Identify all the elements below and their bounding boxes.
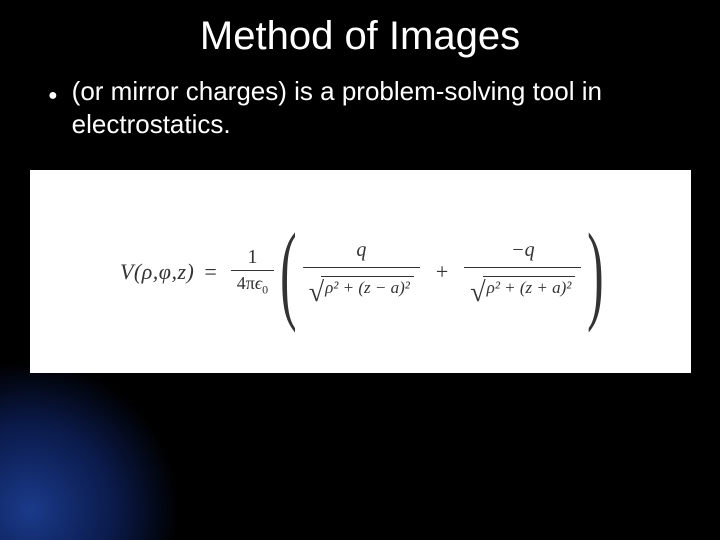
bullet-item: ● (or mirror charges) is a problem-solvi… [28,75,692,140]
term1-numerator: q [350,238,372,267]
eq-term2: −q √ ρ² + (z + a)² [460,238,585,306]
coef-4pi: 4π [237,273,255,293]
coef-denominator: 4πϵ0 [231,270,274,299]
left-paren: ( [280,217,296,327]
eq-lhs: V(ρ,φ,z) [120,259,194,285]
equation-card: V(ρ,φ,z) = 1 4πϵ0 ( q √ ρ² + (z − a)² [30,170,691,373]
eq-term1: q √ ρ² + (z − a)² [299,238,424,306]
term1-denominator: √ ρ² + (z − a)² [303,267,420,306]
coef-numerator: 1 [241,245,263,270]
term2-denominator: √ ρ² + (z + a)² [464,267,581,306]
right-paren: ) [587,217,603,327]
term2-q: −q [511,239,535,261]
term1-radicand: ρ² + (z − a)² [321,276,414,298]
term1-radical-icon: √ [309,279,324,307]
eq-sign: = [200,259,220,285]
slide-title: Method of Images [28,14,692,59]
coef-sub0: 0 [262,282,268,296]
term1-sqrt: √ ρ² + (z − a)² [309,276,414,304]
eq-coefficient: 1 4πϵ0 [227,245,278,299]
eq-plus: + [430,259,454,285]
term2-radical-icon: √ [470,279,485,307]
term2-sqrt: √ ρ² + (z + a)² [470,276,575,304]
bullet-icon: ● [48,86,58,106]
equation: V(ρ,φ,z) = 1 4πϵ0 ( q √ ρ² + (z − a)² [120,217,600,327]
term2-numerator: −q [505,238,541,267]
bullet-text: (or mirror charges) is a problem-solving… [72,75,676,140]
term1-q: q [356,239,366,261]
term2-radicand: ρ² + (z + a)² [483,276,576,298]
slide: Method of Images ● (or mirror charges) i… [0,0,720,540]
